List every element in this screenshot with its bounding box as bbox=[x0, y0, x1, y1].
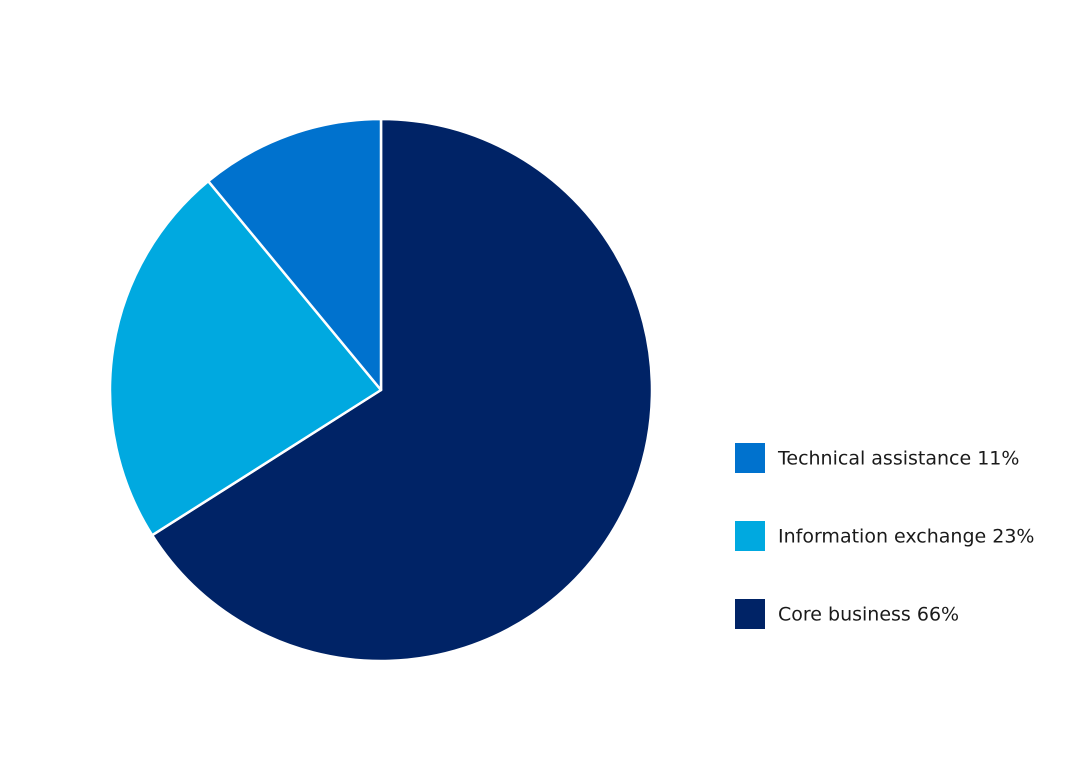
legend-label: Information exchange 23% bbox=[778, 526, 1034, 548]
legend-swatch bbox=[735, 599, 765, 629]
pie-slice bbox=[108, 179, 383, 537]
legend-swatch bbox=[735, 521, 765, 551]
pie-slice bbox=[150, 117, 654, 663]
pie-slice bbox=[207, 117, 383, 392]
legend-label: Core business 66% bbox=[778, 604, 959, 626]
legend-label: Technical assistance 11% bbox=[777, 448, 1019, 470]
legend-swatch bbox=[735, 443, 765, 473]
